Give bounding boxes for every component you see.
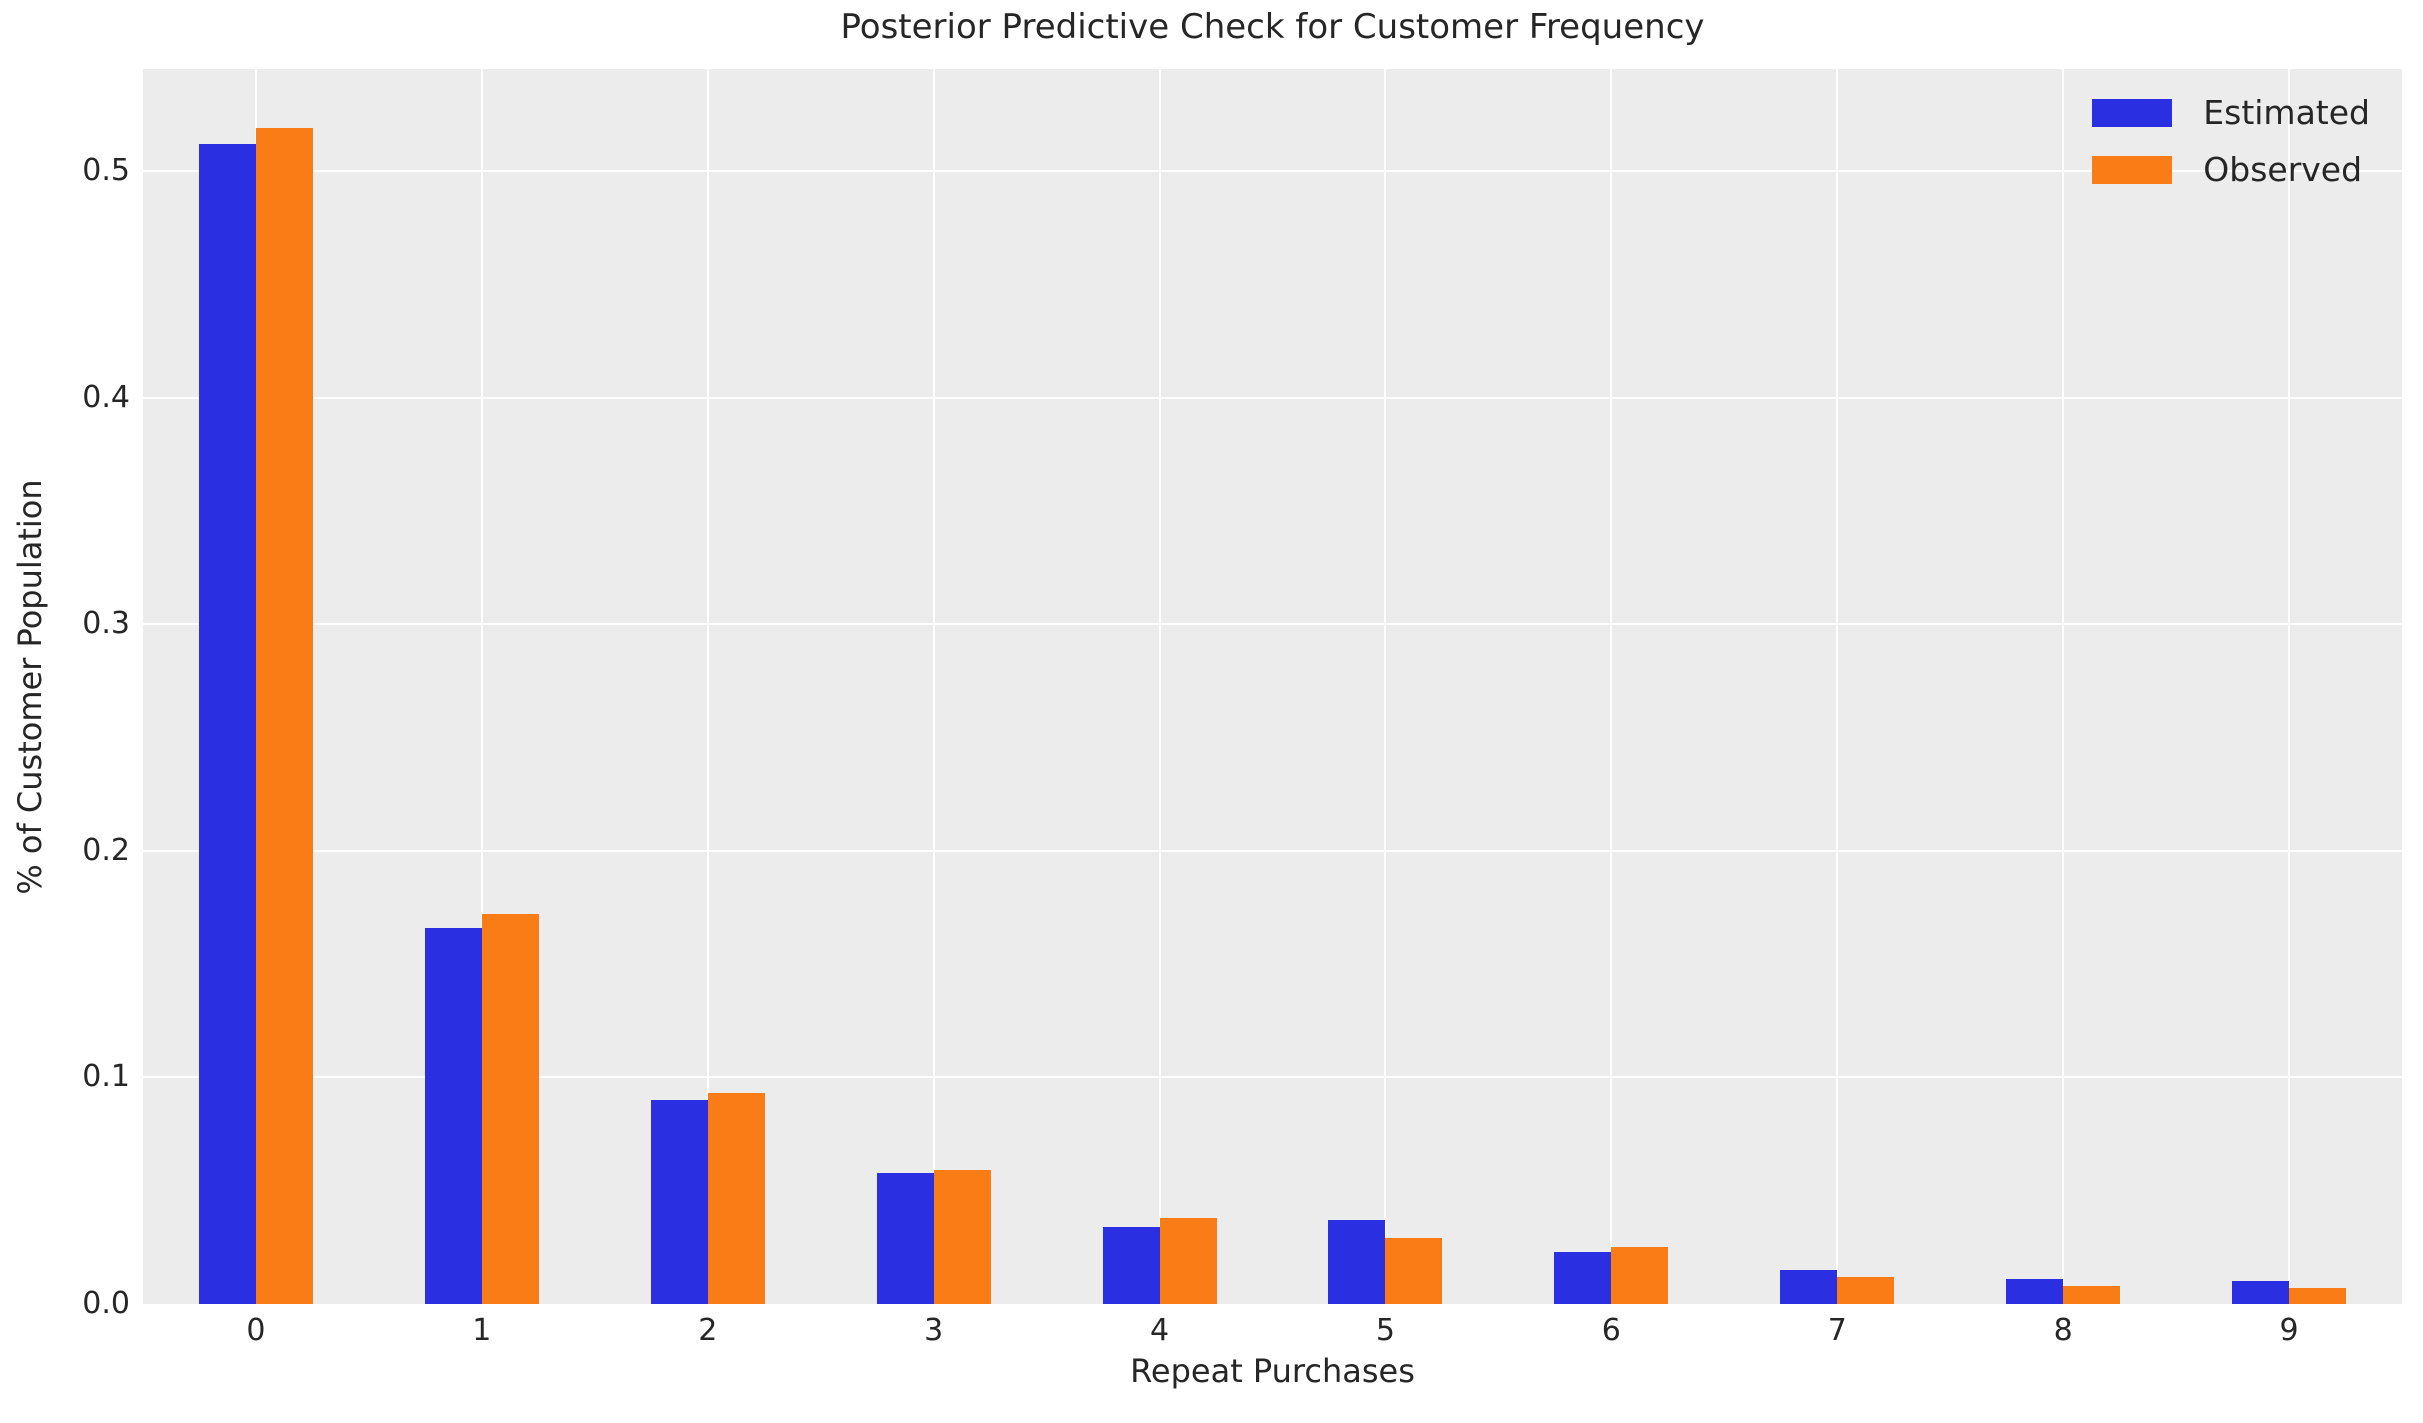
x-gridline [1610,69,1613,1304]
y-tick-label: 0.3 [82,606,130,642]
x-gridline [932,69,935,1304]
bar-observed-7 [1837,1276,1895,1304]
y-tick-label: 0.2 [82,832,130,868]
y-tick-label: 0.5 [82,152,130,188]
observed-swatch-icon [2092,156,2173,184]
bar-estimated-9 [2232,1281,2290,1304]
y-gridline [143,396,2402,399]
legend-label-estimated: Estimated [2203,93,2370,132]
bar-observed-4 [1159,1217,1217,1304]
x-tick-label: 4 [1150,1313,1170,1348]
legend-item-estimated: Estimated [2092,93,2370,132]
x-gridline [480,69,483,1304]
legend: Estimated Observed [2092,93,2370,213]
bar-estimated-1 [424,927,482,1304]
x-gridline [2062,69,2065,1304]
bar-observed-5 [1385,1238,1443,1304]
estimated-swatch-icon [2092,99,2173,127]
y-tick-label: 0.0 [82,1286,130,1321]
y-gridline [143,169,2402,172]
bar-observed-8 [2063,1285,2121,1304]
x-tick-label: 8 [2053,1313,2073,1348]
bar-observed-6 [1611,1247,1669,1304]
x-tick-label: 7 [1827,1313,1847,1348]
chart-title: Posterior Predictive Check for Customer … [840,7,1705,47]
y-gridline [143,623,2402,626]
bar-estimated-4 [1102,1226,1160,1304]
y-tick-label: 0.4 [82,379,130,415]
bar-estimated-6 [1554,1251,1612,1304]
x-tick-label: 9 [2279,1313,2299,1348]
x-gridline [1836,69,1839,1304]
bar-estimated-7 [1780,1270,1838,1304]
x-tick-label: 5 [1375,1313,1395,1348]
x-tick-label: 3 [924,1313,944,1348]
x-tick-label: 6 [1601,1313,1621,1348]
bar-observed-3 [933,1170,991,1304]
y-axis-label: % of Customer Population [11,479,49,895]
y-gridline [143,849,2402,852]
x-tick-label: 2 [698,1313,718,1348]
x-tick-label: 1 [472,1313,492,1348]
bar-estimated-5 [1328,1220,1386,1304]
bar-observed-2 [707,1093,765,1304]
legend-item-observed: Observed [2092,150,2370,189]
x-gridline [1384,69,1387,1304]
x-gridline [706,69,709,1304]
y-gridline [143,1076,2402,1079]
x-tick-label: 0 [246,1313,266,1348]
y-tick-label: 0.1 [82,1059,130,1095]
bar-estimated-2 [650,1100,708,1304]
bar-estimated-3 [876,1172,934,1304]
legend-label-observed: Observed [2203,150,2363,189]
bar-observed-1 [481,914,539,1304]
bar-observed-0 [255,127,313,1304]
bar-observed-9 [2289,1288,2347,1304]
bar-estimated-0 [198,143,256,1304]
x-gridline [2288,69,2291,1304]
x-gridline [1158,69,1161,1304]
bar-estimated-8 [2006,1279,2064,1304]
x-axis-label: Repeat Purchases [1130,1352,1415,1390]
